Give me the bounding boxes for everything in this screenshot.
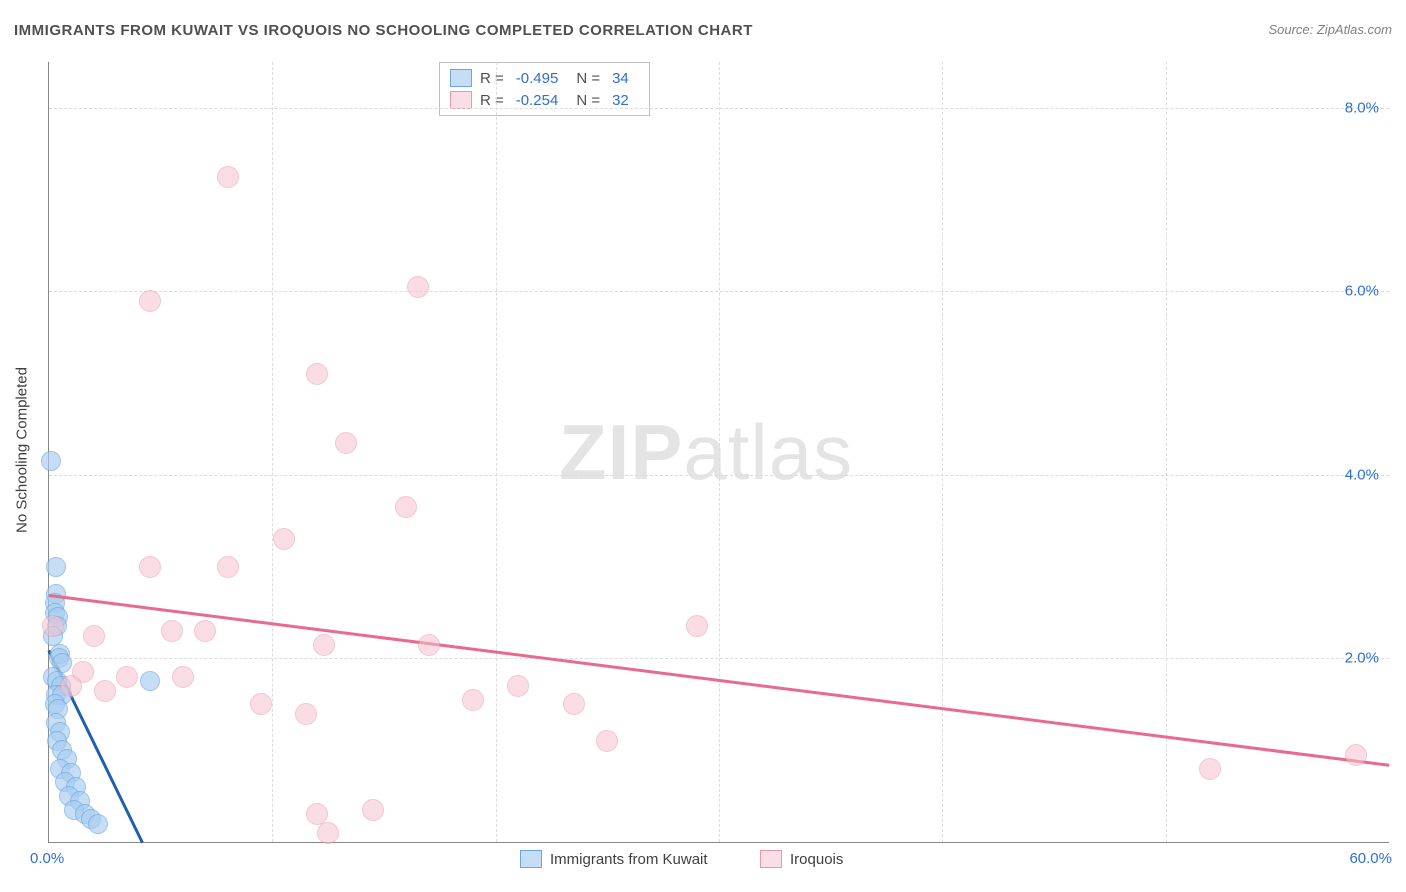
scatter-point bbox=[139, 556, 161, 578]
scatter-point bbox=[563, 693, 585, 715]
y-tick-label: 8.0% bbox=[1345, 99, 1379, 116]
scatter-point bbox=[83, 625, 105, 647]
scatter-point bbox=[462, 689, 484, 711]
y-tick-label: 2.0% bbox=[1345, 650, 1379, 667]
scatter-point bbox=[42, 615, 64, 637]
scatter-point bbox=[407, 276, 429, 298]
scatter-plot-area: ZIPatlas R = -0.495 N = 34 R = -0.254 N … bbox=[48, 62, 1389, 843]
scatter-point bbox=[88, 814, 108, 834]
chart-title: IMMIGRANTS FROM KUWAIT VS IROQUOIS NO SC… bbox=[14, 22, 753, 39]
scatter-point bbox=[217, 556, 239, 578]
watermark-light: atlas bbox=[683, 408, 853, 496]
bottom-legend-kuwait: Immigrants from Kuwait bbox=[520, 850, 708, 868]
scatter-point bbox=[507, 675, 529, 697]
swatch-kuwait bbox=[520, 850, 542, 868]
scatter-point bbox=[596, 730, 618, 752]
swatch-iroquois bbox=[760, 850, 782, 868]
swatch-kuwait bbox=[450, 69, 472, 87]
x-tick-min: 0.0% bbox=[30, 850, 64, 867]
scatter-point bbox=[295, 703, 317, 725]
scatter-point bbox=[41, 451, 61, 471]
swatch-iroquois bbox=[450, 91, 472, 109]
watermark-bold: ZIP bbox=[559, 408, 683, 496]
scatter-point bbox=[139, 290, 161, 312]
scatter-point bbox=[161, 620, 183, 642]
scatter-point bbox=[686, 615, 708, 637]
scatter-point bbox=[313, 634, 335, 656]
scatter-point bbox=[1199, 758, 1221, 780]
scatter-point bbox=[418, 634, 440, 656]
scatter-point bbox=[217, 166, 239, 188]
y-tick-label: 4.0% bbox=[1345, 466, 1379, 483]
legend-row-kuwait: R = -0.495 N = 34 bbox=[450, 67, 639, 89]
scatter-point bbox=[306, 363, 328, 385]
scatter-point bbox=[60, 675, 82, 697]
scatter-point bbox=[362, 799, 384, 821]
y-tick-label: 6.0% bbox=[1345, 283, 1379, 300]
r-value-iroquois: -0.254 bbox=[516, 92, 559, 109]
scatter-point bbox=[140, 671, 160, 691]
gridline-vertical bbox=[942, 62, 943, 842]
x-tick-max: 60.0% bbox=[1349, 850, 1392, 867]
r-label: R = bbox=[480, 92, 504, 109]
n-label: N = bbox=[576, 92, 600, 109]
scatter-point bbox=[172, 666, 194, 688]
scatter-point bbox=[273, 528, 295, 550]
scatter-point bbox=[194, 620, 216, 642]
n-value-iroquois: 32 bbox=[612, 92, 629, 109]
scatter-point bbox=[317, 822, 339, 844]
gridline-vertical bbox=[272, 62, 273, 842]
legend-label-kuwait: Immigrants from Kuwait bbox=[550, 851, 708, 868]
r-value-kuwait: -0.495 bbox=[516, 70, 559, 87]
gridline-vertical bbox=[719, 62, 720, 842]
n-value-kuwait: 34 bbox=[612, 70, 629, 87]
watermark: ZIPatlas bbox=[559, 407, 853, 498]
scatter-point bbox=[116, 666, 138, 688]
scatter-point bbox=[250, 693, 272, 715]
gridline-vertical bbox=[496, 62, 497, 842]
bottom-legend-iroquois: Iroquois bbox=[760, 850, 843, 868]
scatter-point bbox=[94, 680, 116, 702]
gridline-vertical bbox=[1166, 62, 1167, 842]
legend-label-iroquois: Iroquois bbox=[790, 851, 843, 868]
scatter-point bbox=[335, 432, 357, 454]
scatter-point bbox=[46, 557, 66, 577]
scatter-point bbox=[1345, 744, 1367, 766]
source-attribution: Source: ZipAtlas.com bbox=[1268, 22, 1392, 37]
scatter-point bbox=[395, 496, 417, 518]
n-label: N = bbox=[576, 70, 600, 87]
r-label: R = bbox=[480, 70, 504, 87]
y-axis-label: No Schooling Completed bbox=[14, 367, 31, 533]
